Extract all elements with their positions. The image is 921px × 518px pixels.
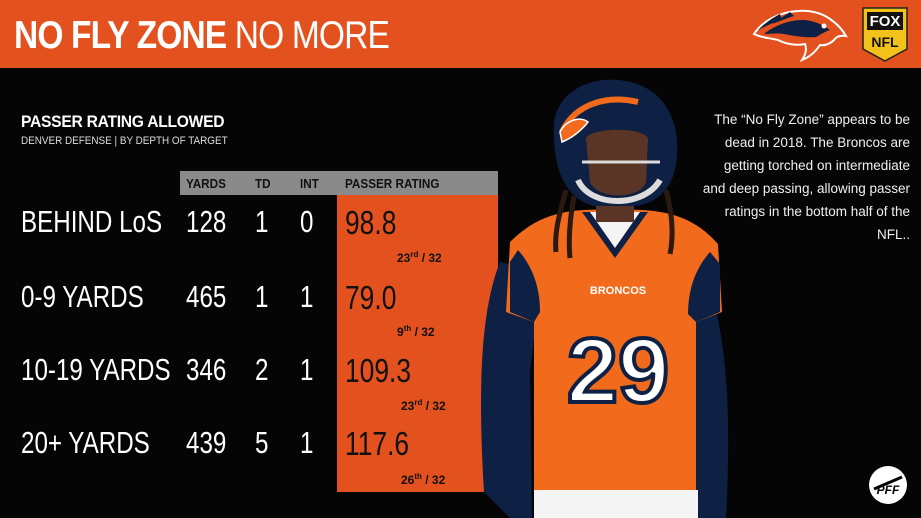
row-rank: 26th / 32	[401, 472, 445, 487]
rank-suffix: rd	[410, 250, 419, 259]
fox-text: FOX	[870, 13, 901, 30]
row-int: 0	[300, 204, 314, 239]
rank-total: / 32	[411, 325, 435, 339]
rank-number: 26	[401, 473, 415, 487]
table-header-bar	[180, 171, 498, 195]
rank-total: / 32	[418, 251, 442, 265]
row-label-behind-los: BEHIND LoS	[21, 204, 163, 239]
row-td: 1	[255, 279, 269, 314]
rank-number: 23	[401, 399, 415, 413]
row-int: 1	[300, 279, 314, 314]
row-label-20-plus-yards: 20+ YARDS	[21, 425, 150, 460]
player-photo: 29 BRONCOS	[481, 79, 729, 518]
row-td: 1	[255, 204, 269, 239]
jersey-wordmark: BRONCOS	[590, 285, 646, 297]
col-header-td: TD	[255, 176, 271, 191]
col-header-passer-rating: PASSER RATING	[345, 176, 440, 191]
row-rating: 117.6	[345, 425, 410, 462]
row-yards: 465	[186, 279, 227, 314]
title-strong: NO FLY ZONE	[14, 14, 227, 57]
rank-suffix: th	[414, 472, 422, 481]
row-rating: 109.3	[345, 352, 412, 389]
row-rating: 79.0	[345, 279, 397, 316]
row-rank: 23rd / 32	[401, 398, 446, 413]
col-header-int: INT	[300, 176, 319, 191]
fox-nfl-badge-icon: FOX NFL	[862, 7, 908, 62]
jersey-number: 29	[567, 320, 669, 422]
nfl-text: NFL	[871, 34, 899, 50]
row-rank: 9th / 32	[397, 324, 435, 339]
rating-panel	[337, 195, 498, 492]
broncos-logo-icon	[752, 9, 848, 63]
rank-suffix: th	[403, 324, 412, 333]
section-subtitle: DENVER DEFENSE | BY DEPTH OF TARGET	[21, 135, 228, 147]
rank-total: / 32	[422, 399, 446, 413]
row-rating: 98.8	[345, 204, 397, 241]
section-title: PASSER RATING ALLOWED	[21, 112, 225, 131]
row-yards: 346	[186, 352, 227, 387]
pff-text: PFF	[877, 483, 900, 497]
row-int: 1	[300, 425, 314, 460]
rank-number: 9	[397, 325, 404, 339]
row-td: 5	[255, 425, 269, 460]
row-int: 1	[300, 352, 314, 387]
rank-total: / 32	[421, 473, 446, 487]
row-td: 2	[255, 352, 269, 387]
row-rank: 23rd / 32	[397, 250, 442, 265]
row-label-0-9-yards: 0-9 YARDS	[21, 279, 144, 314]
row-label-10-19-yards: 10-19 YARDS	[21, 352, 171, 387]
rank-number: 23	[397, 251, 411, 265]
page-title: NO FLY ZONE NO MORE	[14, 14, 390, 58]
commentary-text: The “No Fly Zone” appears to be dead in …	[702, 112, 910, 242]
pff-logo-icon: PFF	[869, 466, 907, 504]
col-header-yards: YARDS	[186, 176, 226, 191]
title-light: NO MORE	[234, 14, 390, 57]
section-heading: PASSER RATING ALLOWED DENVER DEFENSE | B…	[21, 112, 251, 147]
rank-suffix: rd	[414, 398, 423, 407]
row-yards: 128	[186, 204, 227, 239]
row-yards: 439	[186, 425, 227, 460]
